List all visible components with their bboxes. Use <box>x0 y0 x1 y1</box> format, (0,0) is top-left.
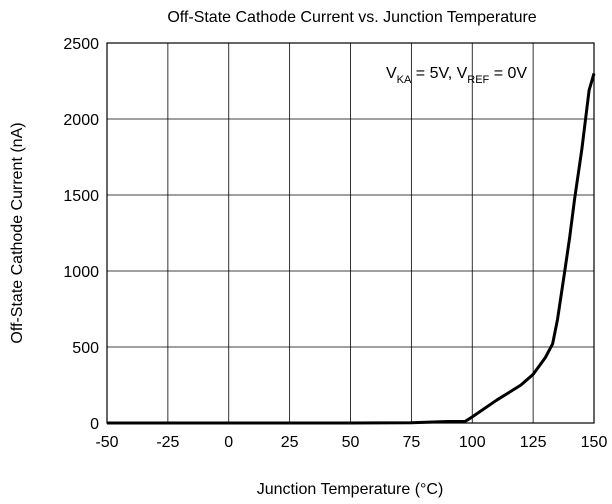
x-tick-label: -25 <box>156 434 179 451</box>
x-tick-label: -50 <box>95 434 118 451</box>
y-tick-label: 1000 <box>63 264 99 281</box>
y-tick-label: 500 <box>72 340 99 357</box>
y-tick-label: 2500 <box>63 36 99 53</box>
y-tick-label: 0 <box>90 416 99 433</box>
annotation-part: REF <box>467 74 489 86</box>
x-tick-label: 0 <box>224 434 233 451</box>
annotation-part: = 0V <box>489 65 527 82</box>
y-tick-label: 2000 <box>63 112 99 129</box>
x-tick-label: 25 <box>281 434 299 451</box>
x-tick-label: 125 <box>520 434 547 451</box>
y-tick-label: 1500 <box>63 188 99 205</box>
chart-title: Off-State Cathode Current vs. Junction T… <box>167 9 536 26</box>
annotation-part: V <box>386 65 397 82</box>
annotation-part: KA <box>397 74 412 86</box>
x-tick-label: 100 <box>459 434 486 451</box>
x-tick-label: 75 <box>402 434 420 451</box>
x-tick-label: 150 <box>581 434 608 451</box>
x-axis-label: Junction Temperature (°C) <box>257 481 444 498</box>
annotation-part: = 5V, V <box>411 65 467 82</box>
annotation: VKA = 5V, VREF = 0V <box>386 65 527 86</box>
data-line <box>107 72 596 425</box>
x-tick-label: 50 <box>342 434 360 451</box>
y-axis-label: Off-State Cathode Current (nA) <box>9 122 26 343</box>
